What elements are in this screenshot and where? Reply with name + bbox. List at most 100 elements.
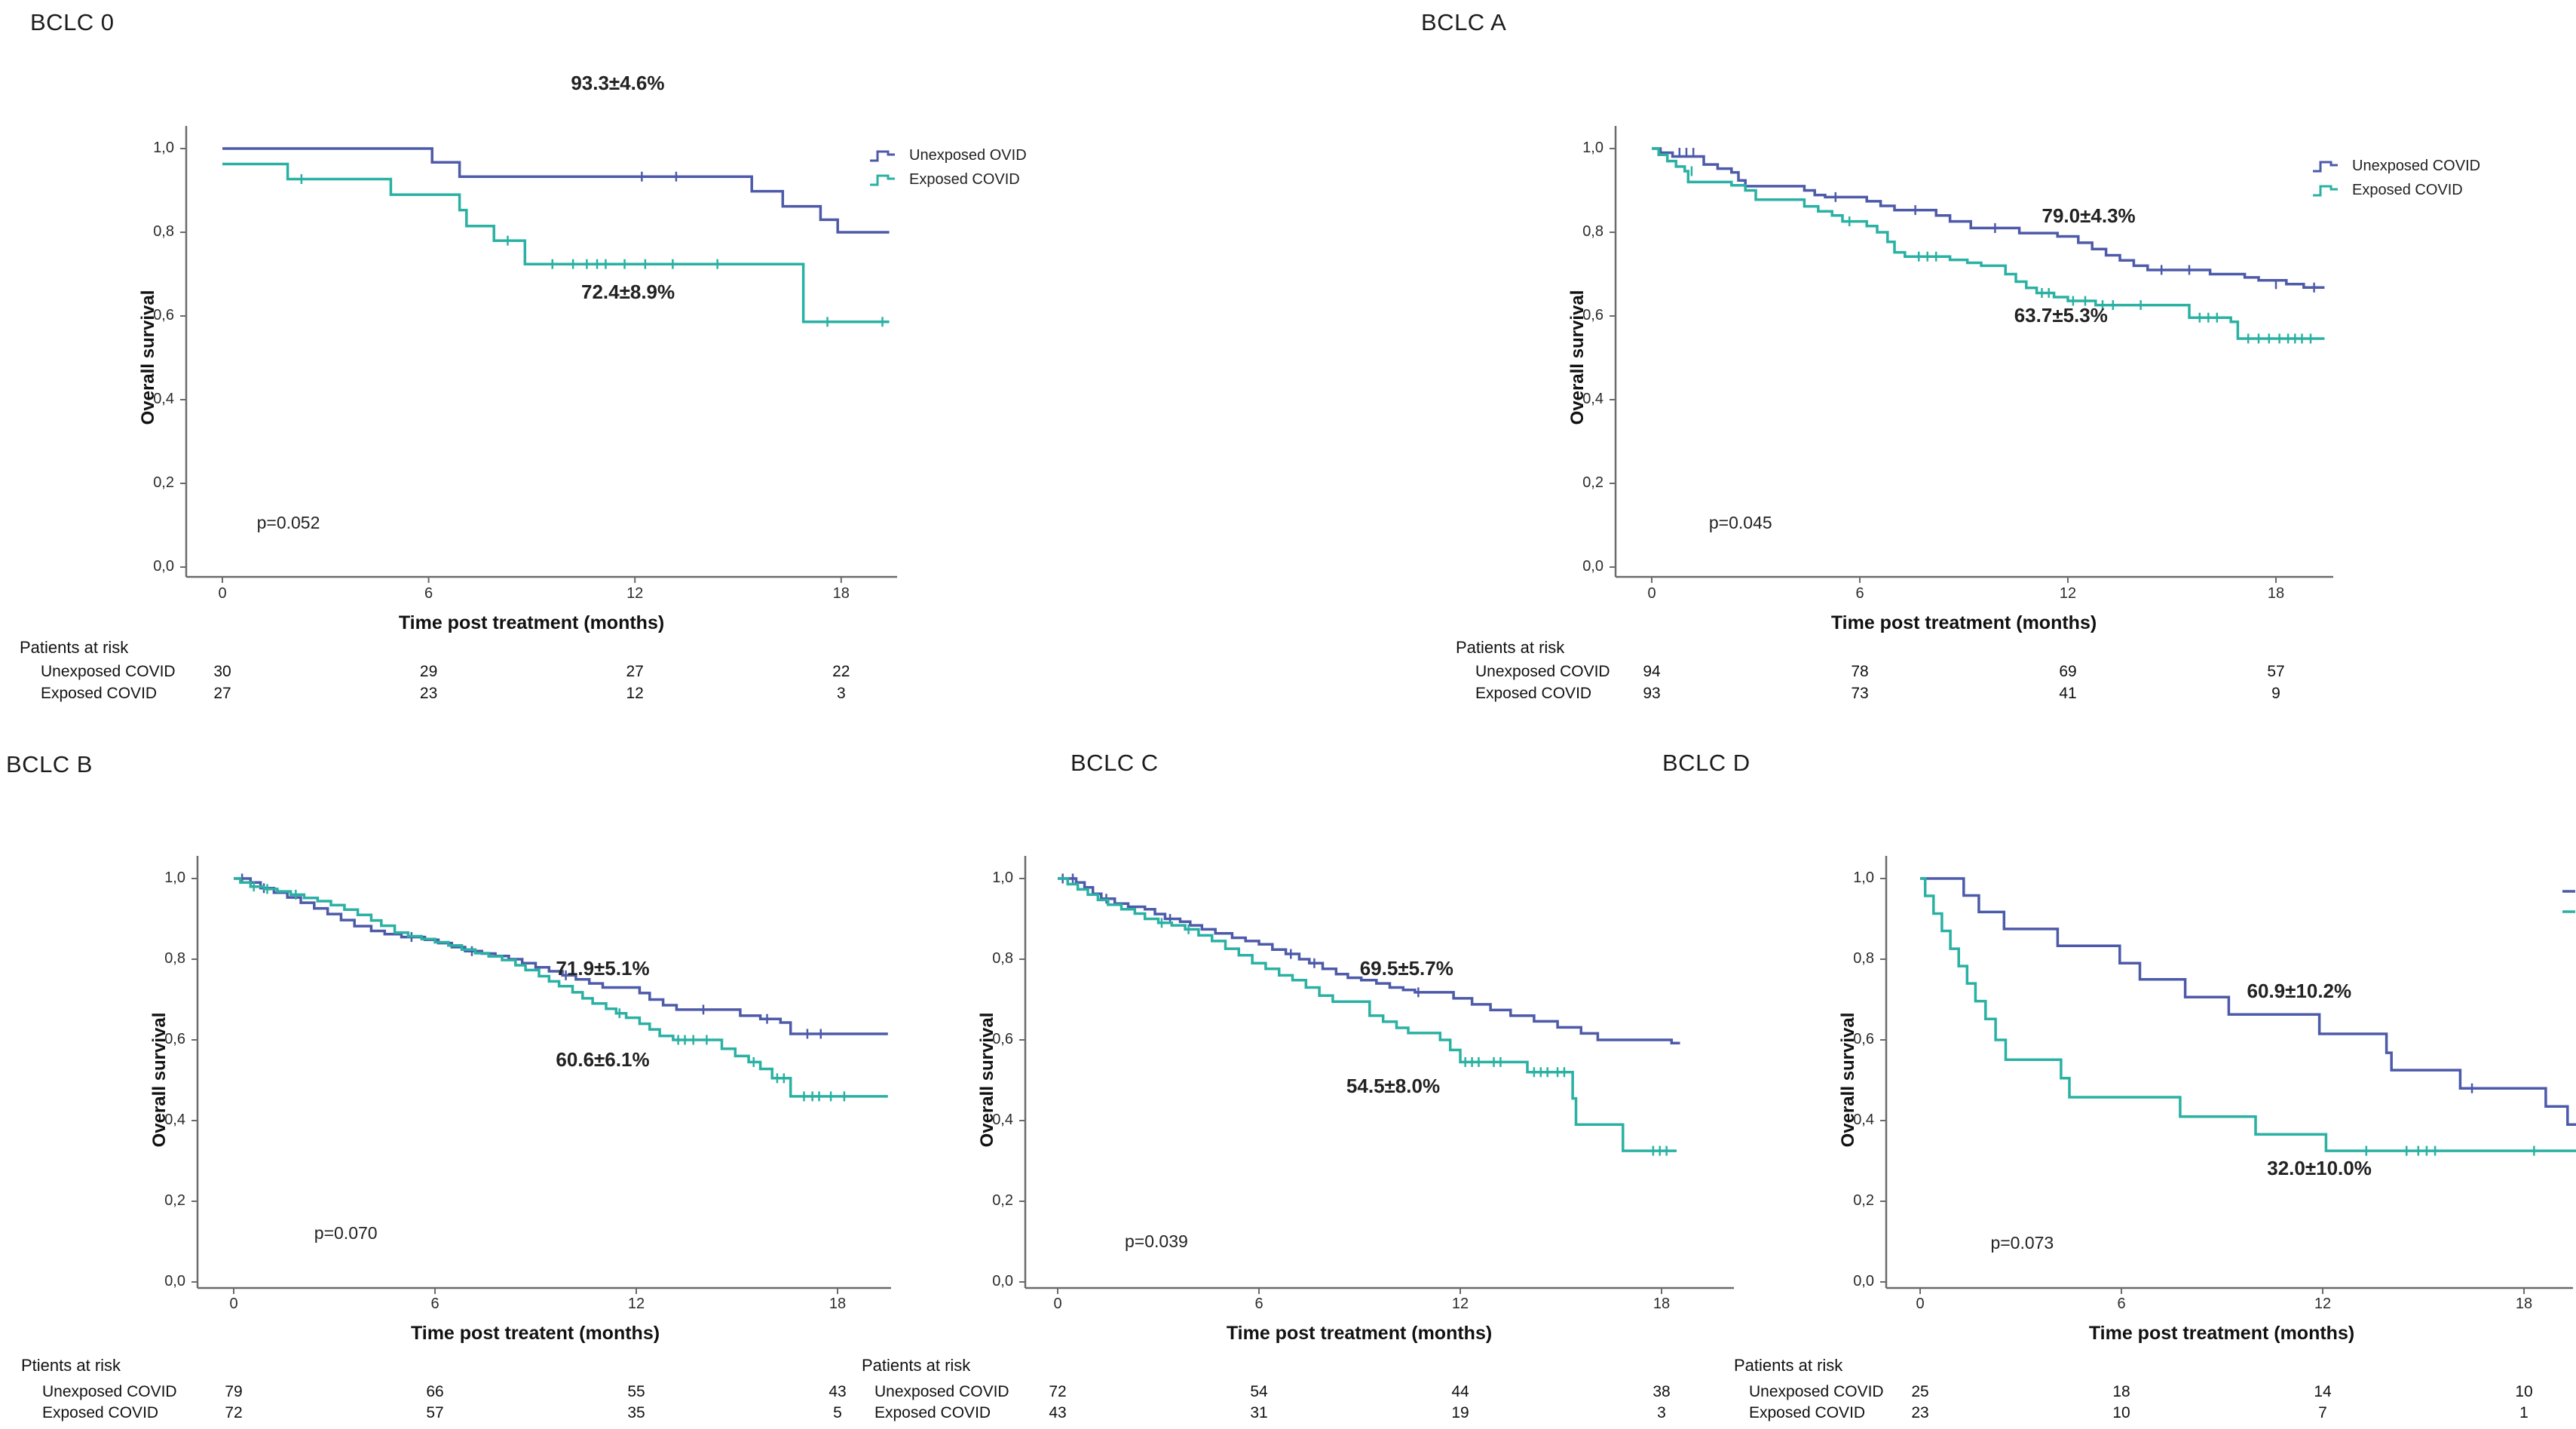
risk-count: 9: [2271, 685, 2280, 702]
x-axis-title: Time post treatment (months): [398, 612, 665, 633]
x-tick-label: 6: [1855, 585, 1864, 602]
x-tick-label: 0: [229, 1296, 238, 1312]
y-tick-label: 0,0: [1582, 558, 1603, 575]
risk-count: 12: [626, 685, 644, 702]
km-curve-exposed: [1652, 147, 2325, 340]
risk-row-label: Exposed COVID: [874, 1404, 991, 1421]
km-curve-unexposed: [1058, 877, 1680, 1045]
risk-count: 43: [829, 1383, 847, 1400]
risk-count: 72: [1049, 1383, 1067, 1400]
x-tick-label: 18: [2267, 585, 2285, 602]
panel-title: BCLC B: [6, 751, 93, 777]
risk-row-label: Exposed COVID: [42, 1404, 159, 1421]
y-tick-label: 0,8: [992, 950, 1013, 967]
legend-key-unexposed: [870, 150, 895, 162]
x-tick-label: 18: [1652, 1296, 1671, 1312]
risk-count: 38: [1652, 1383, 1671, 1400]
risk-count: 94: [1643, 663, 1661, 680]
risk-count: 72: [225, 1404, 243, 1421]
risk-row-label: Unexposed COVID: [42, 1383, 177, 1400]
risk-count: 23: [419, 685, 438, 702]
risk-count: 23: [1911, 1404, 1929, 1421]
legend-label: Exposed COVID: [2352, 182, 2463, 198]
x-axis-title: Time post treatment (months): [2088, 1323, 2355, 1344]
risk-count: 25: [1911, 1383, 1929, 1400]
y-tick-label: 0,6: [1853, 1031, 1874, 1047]
km-curve-unexposed: [222, 147, 890, 234]
y-tick-label: 0,6: [1582, 307, 1603, 324]
risk-count: 27: [213, 685, 231, 702]
y-tick-label: 1,0: [153, 140, 174, 156]
y-axis-title: Overall survival: [1567, 290, 1588, 425]
x-tick-label: 0: [218, 585, 227, 602]
y-tick-label: 0,6: [153, 307, 174, 324]
y-tick-label: 0,8: [1853, 950, 1874, 967]
survival-annotation: 60.6±6.1%: [556, 1047, 650, 1071]
y-tick-label: 1,0: [164, 869, 185, 886]
x-tick-label: 0: [1053, 1296, 1062, 1312]
legend-label: Unexposed OVID: [909, 147, 1027, 164]
risk-table-header: Patients at risk: [862, 1356, 971, 1375]
km-curve-exposed: [1920, 877, 2576, 1152]
y-tick-label: 1,0: [1582, 140, 1603, 156]
x-tick-label: 0: [1916, 1296, 1925, 1312]
x-tick-label: 12: [626, 585, 644, 602]
x-tick-label: 6: [1254, 1296, 1263, 1312]
y-tick-label: 0,0: [153, 558, 174, 575]
risk-count: 3: [1657, 1404, 1666, 1421]
risk-table-header: Patients at risk: [1734, 1356, 1843, 1375]
y-tick-label: 0,8: [153, 223, 174, 240]
risk-table-header: Patients at risk: [20, 638, 129, 657]
y-tick-label: 0,4: [1853, 1112, 1874, 1128]
legend-key-exposed: [2313, 185, 2338, 197]
survival-annotation: 69.5±5.7%: [1359, 957, 1453, 980]
km-curve-exposed: [1058, 877, 1677, 1152]
legend-key-exposed: [870, 174, 895, 186]
km-curve-unexposed: [1920, 877, 2576, 1127]
risk-count: 27: [626, 663, 644, 680]
x-axis-title: Time post treatment (months): [1226, 1323, 1493, 1344]
survival-annotation: 60.9±10.2%: [2247, 979, 2352, 1002]
survival-annotation: 72.4±8.9%: [581, 281, 675, 304]
km-curve-exposed: [234, 877, 888, 1098]
panel-title: BCLC D: [1662, 750, 1751, 776]
risk-count: 78: [1851, 663, 1869, 680]
risk-count: 19: [1451, 1404, 1469, 1421]
y-tick-label: 0,6: [992, 1031, 1013, 1047]
y-tick-label: 0,4: [1582, 391, 1603, 407]
legend-label: Exposed COVID: [909, 171, 1020, 188]
survival-annotation: 63.7±5.3%: [2014, 304, 2108, 327]
risk-row-label: Unexposed COVID: [1475, 663, 1610, 680]
panel-title: BCLC 0: [30, 9, 115, 35]
y-axis-title: Overall survival: [149, 1012, 170, 1148]
survival-annotation: 93.3±4.6%: [571, 71, 665, 94]
risk-row-label: Exposed COVID: [41, 685, 158, 702]
p-value-label: p=0.052: [256, 512, 320, 532]
y-tick-label: 0,4: [992, 1112, 1013, 1128]
risk-count: 1: [2519, 1404, 2529, 1421]
risk-count: 79: [225, 1383, 243, 1400]
risk-row-label: Unexposed COVID: [874, 1383, 1009, 1400]
risk-count: 22: [832, 663, 850, 680]
y-tick-label: 0,2: [164, 1192, 185, 1209]
risk-row-label: Unexposed COVID: [41, 663, 176, 680]
legend-key-unexposed: [2313, 161, 2338, 173]
risk-count: 44: [1451, 1383, 1469, 1400]
survival-annotation: 32.0±10.0%: [2267, 1157, 2372, 1180]
x-tick-label: 6: [2117, 1296, 2126, 1312]
risk-count: 14: [2314, 1383, 2332, 1400]
x-tick-label: 0: [1647, 585, 1656, 602]
y-tick-label: 0,0: [1853, 1273, 1874, 1289]
risk-row-label: Exposed COVID: [1749, 1404, 1866, 1421]
risk-count: 35: [627, 1404, 645, 1421]
risk-table-header: Patients at risk: [1456, 638, 1565, 657]
y-tick-label: 0,6: [164, 1031, 185, 1047]
y-tick-label: 0,2: [1853, 1192, 1874, 1209]
risk-count: 43: [1049, 1404, 1067, 1421]
risk-count: 30: [213, 663, 231, 680]
p-value-label: p=0.039: [1125, 1231, 1188, 1251]
survival-annotation: 79.0±4.3%: [2042, 204, 2136, 227]
x-tick-label: 12: [627, 1296, 645, 1312]
